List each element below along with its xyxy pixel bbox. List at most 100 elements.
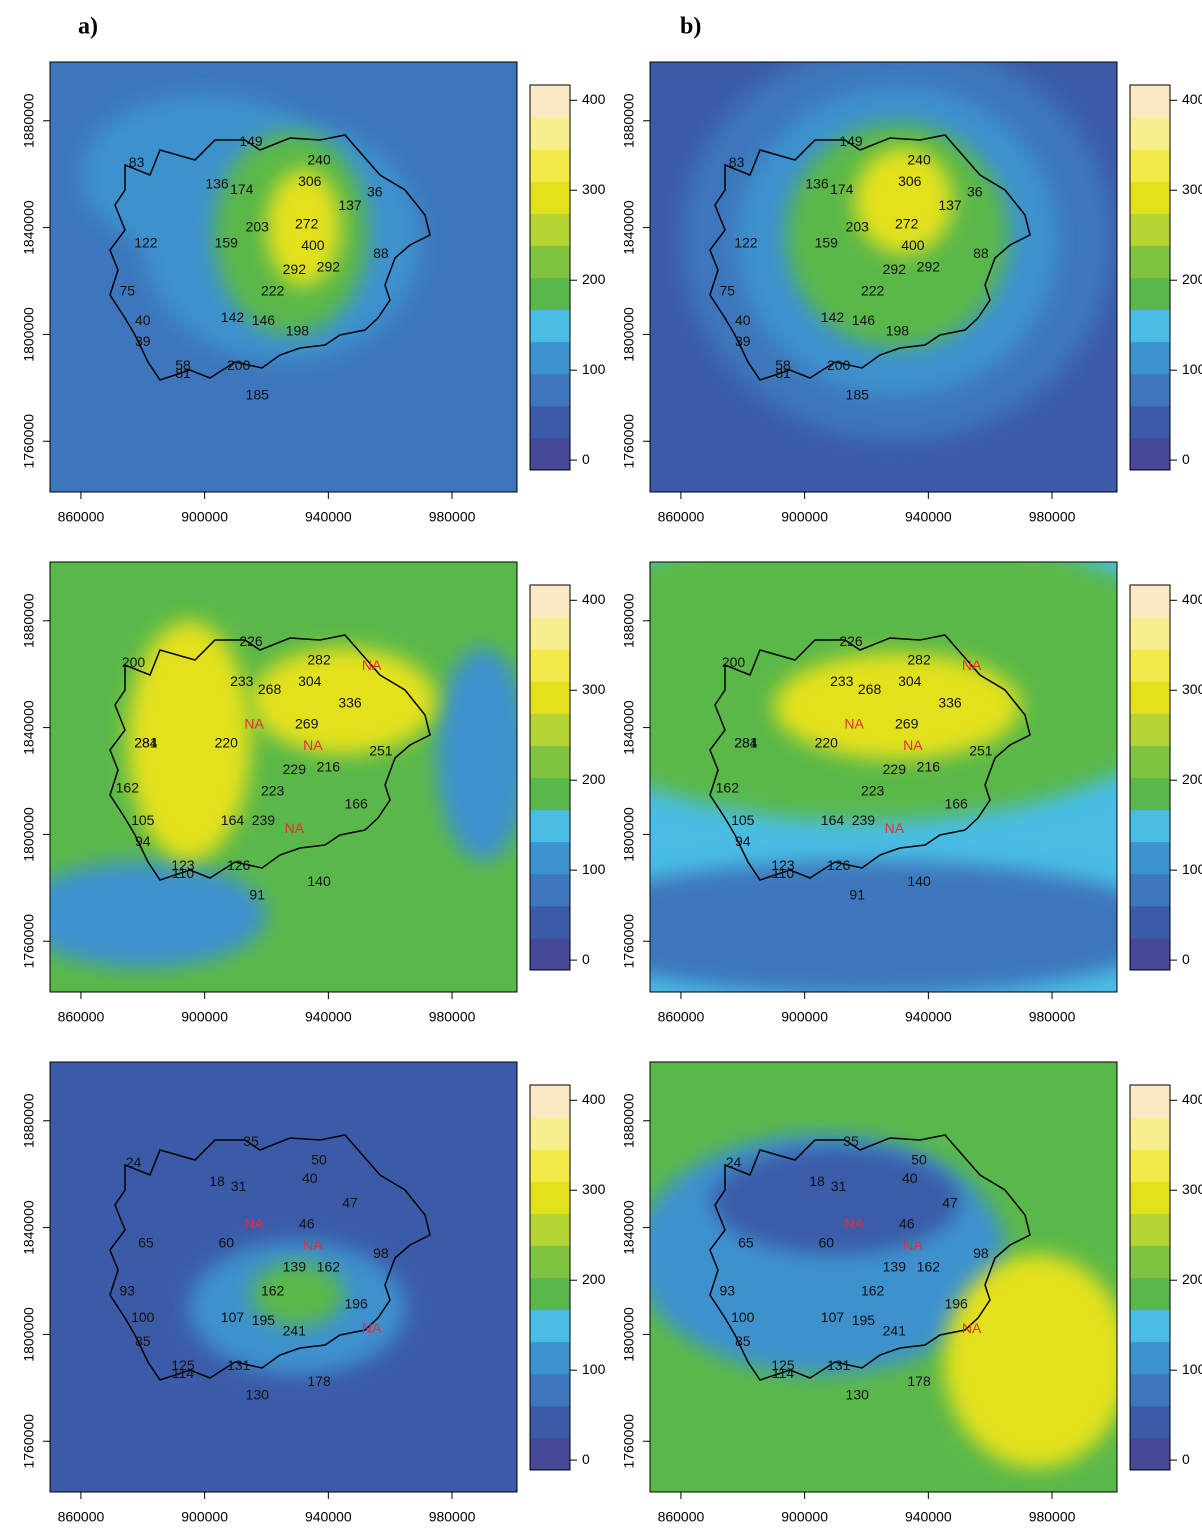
station-label: 40	[902, 1170, 918, 1186]
station-label: 336	[938, 694, 962, 710]
station-label: 223	[861, 782, 885, 798]
station-label: 136	[805, 176, 829, 192]
station-label: 91	[249, 887, 265, 903]
station-label: 93	[120, 1282, 136, 1298]
station-label: 105	[131, 812, 155, 828]
colorbar-band	[530, 341, 570, 375]
station-label: 281	[134, 734, 158, 750]
y-tick-label: 1760000	[621, 1414, 637, 1469]
y-tick-label: 1800000	[621, 1307, 637, 1362]
station-label: NA	[903, 1237, 923, 1253]
station-label: 222	[861, 282, 885, 298]
station-label: 40	[302, 1170, 318, 1186]
station-label: 229	[883, 761, 907, 777]
colorbar-frame	[529, 1084, 571, 1471]
colorbar-band	[1130, 309, 1170, 343]
panel-label: a)	[78, 14, 98, 40]
y-tick-label: 1800000	[21, 307, 37, 362]
y-tick-label: 1880000	[621, 593, 637, 648]
colorbar-band	[530, 1437, 570, 1471]
station-label: 195	[852, 1312, 876, 1328]
colorbar-band	[530, 405, 570, 439]
station-label: 178	[307, 1373, 331, 1389]
colorbar-band	[1130, 681, 1170, 714]
colorbar-band	[530, 181, 570, 214]
station-label: NA	[244, 1216, 264, 1232]
station-label: 216	[917, 758, 941, 774]
colorbar-band	[530, 245, 570, 278]
colorbar-band	[1130, 649, 1170, 682]
station-label: 162	[116, 780, 140, 796]
colorbar-band	[1130, 245, 1170, 278]
x-tick-label: 860000	[658, 1509, 705, 1525]
station-label: NA	[362, 1320, 382, 1336]
station-label: 50	[911, 1152, 927, 1168]
station-label: 100	[131, 1309, 155, 1325]
station-label: 88	[373, 245, 389, 261]
colorbar-band	[530, 117, 570, 150]
station-label: 269	[295, 716, 319, 732]
y-tick-label: 1760000	[621, 414, 637, 469]
station-label: 239	[852, 812, 876, 828]
station-label: 239	[252, 812, 276, 828]
station-label: 18	[209, 1173, 225, 1189]
station-label: NA	[962, 657, 982, 673]
field-region	[650, 861, 1117, 992]
field-region	[773, 652, 1022, 760]
colorbar-band	[1130, 1277, 1170, 1311]
station-label: 126	[827, 857, 851, 873]
station-label: 123	[171, 857, 195, 873]
colorbar-band	[1130, 777, 1170, 811]
station-label: 58	[775, 357, 791, 373]
station-label: 203	[846, 218, 870, 234]
station-label: 40	[735, 312, 751, 328]
map-panel	[650, 1062, 1117, 1492]
x-tick-label: 900000	[781, 1509, 828, 1525]
station-label: 81	[775, 365, 791, 381]
station-label: 110	[172, 865, 195, 881]
colorbar-band	[530, 1085, 570, 1118]
station-label: 140	[307, 873, 331, 889]
colorbar-band	[530, 649, 570, 682]
station-label: 281	[734, 734, 758, 750]
colorbar-band	[530, 437, 570, 471]
colorbar-band	[530, 1373, 570, 1407]
colorbar-band	[1130, 1149, 1170, 1182]
colorbar-band	[1130, 1437, 1170, 1471]
station-label: 36	[967, 184, 983, 200]
field-region	[436, 647, 517, 862]
y-tick-label: 1840000	[21, 700, 37, 755]
station-label: 35	[243, 1133, 259, 1149]
station-label: 146	[252, 312, 276, 328]
y-tick-label: 1760000	[21, 1414, 37, 1469]
x-tick-label: 860000	[658, 1009, 705, 1025]
x-tick-label: 900000	[181, 1509, 228, 1525]
field-region	[854, 147, 954, 255]
y-tick-label: 1800000	[21, 1307, 37, 1362]
colorbar-frame	[529, 84, 571, 471]
station-label: 233	[230, 673, 254, 689]
station-label: 162	[861, 1282, 885, 1298]
map-panel	[50, 1062, 517, 1492]
station-label: 200	[827, 357, 851, 373]
station-label: 123	[771, 857, 795, 873]
station-label: 162	[317, 1258, 341, 1274]
station-label: 58	[175, 357, 191, 373]
station-label: 269	[895, 716, 919, 732]
station-label: 131	[227, 1357, 251, 1373]
station-label: 220	[215, 734, 239, 750]
station-label: 94	[735, 833, 751, 849]
colorbar-band	[1130, 841, 1170, 875]
station-label: 216	[317, 758, 341, 774]
station-label: 114	[772, 1365, 795, 1381]
colorbar-band	[530, 617, 570, 650]
station-label: 85	[135, 1333, 151, 1349]
boundary	[109, 634, 431, 881]
colorbar-band	[530, 1181, 570, 1214]
colorbar-band	[1130, 1117, 1170, 1150]
colorbar-band	[1130, 1405, 1170, 1439]
field-region	[251, 647, 437, 755]
station-label: 306	[898, 173, 922, 189]
station-label: 91	[849, 887, 865, 903]
